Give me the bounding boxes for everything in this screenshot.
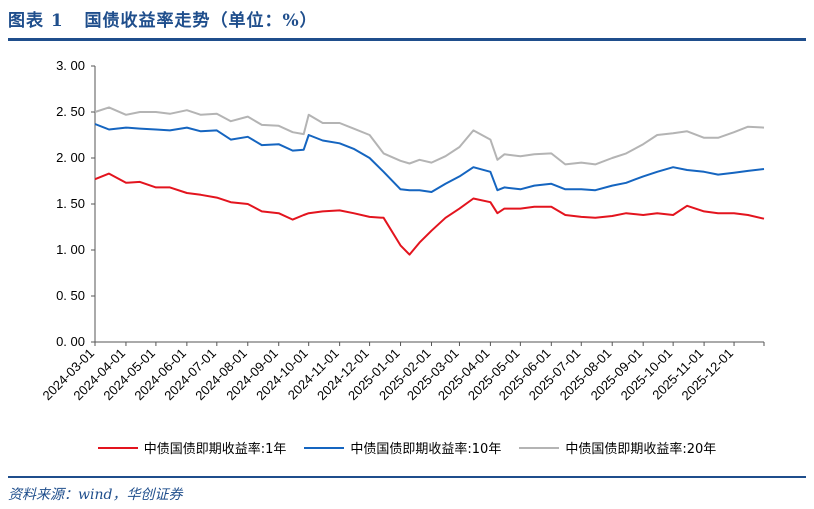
y-tick-label: 1. 00: [56, 242, 85, 257]
y-tick-label: 0. 50: [56, 288, 85, 303]
legend-label-10y: 中债国债即期收益率:10年: [350, 442, 502, 457]
y-tick-label: 2. 00: [56, 150, 85, 165]
chart-legend: 中债国债即期收益率:1年 中债国债即期收益率:10年 中债国债即期收益率:20年: [0, 438, 814, 457]
chart-axes: 0. 000. 501. 001. 502. 002. 503. 002024-…: [39, 58, 765, 403]
legend-swatch-10y: [304, 446, 345, 449]
series-line-1: [94, 123, 765, 193]
source-note: 资料来源：wind，华创证券: [8, 487, 183, 503]
series-line-2: [94, 106, 765, 166]
top-divider: [8, 38, 806, 41]
y-tick-label: 1. 50: [56, 196, 85, 211]
legend-item-20y: 中债国债即期收益率:20年: [519, 438, 716, 457]
legend-label-1y: 中债国债即期收益率:1年: [143, 442, 287, 457]
legend-item-10y: 中债国债即期收益率:10年: [304, 438, 501, 457]
legend-item-1y: 中债国债即期收益率:1年: [97, 438, 287, 457]
legend-swatch-1y: [97, 446, 138, 449]
series-line-0: [94, 172, 765, 256]
figure-title: 图表 1 国债收益率走势（单位：%）: [8, 11, 318, 31]
line-chart: 0. 000. 501. 001. 502. 002. 503. 002024-…: [39, 58, 765, 403]
bottom-divider: [8, 476, 806, 478]
legend-label-20y: 中债国债即期收益率:20年: [565, 442, 717, 457]
legend-swatch-20y: [519, 446, 560, 449]
y-tick-label: 3. 00: [56, 58, 85, 73]
y-tick-label: 0. 00: [56, 334, 85, 349]
chart-lines: [94, 106, 765, 256]
y-tick-label: 2. 50: [56, 104, 85, 119]
